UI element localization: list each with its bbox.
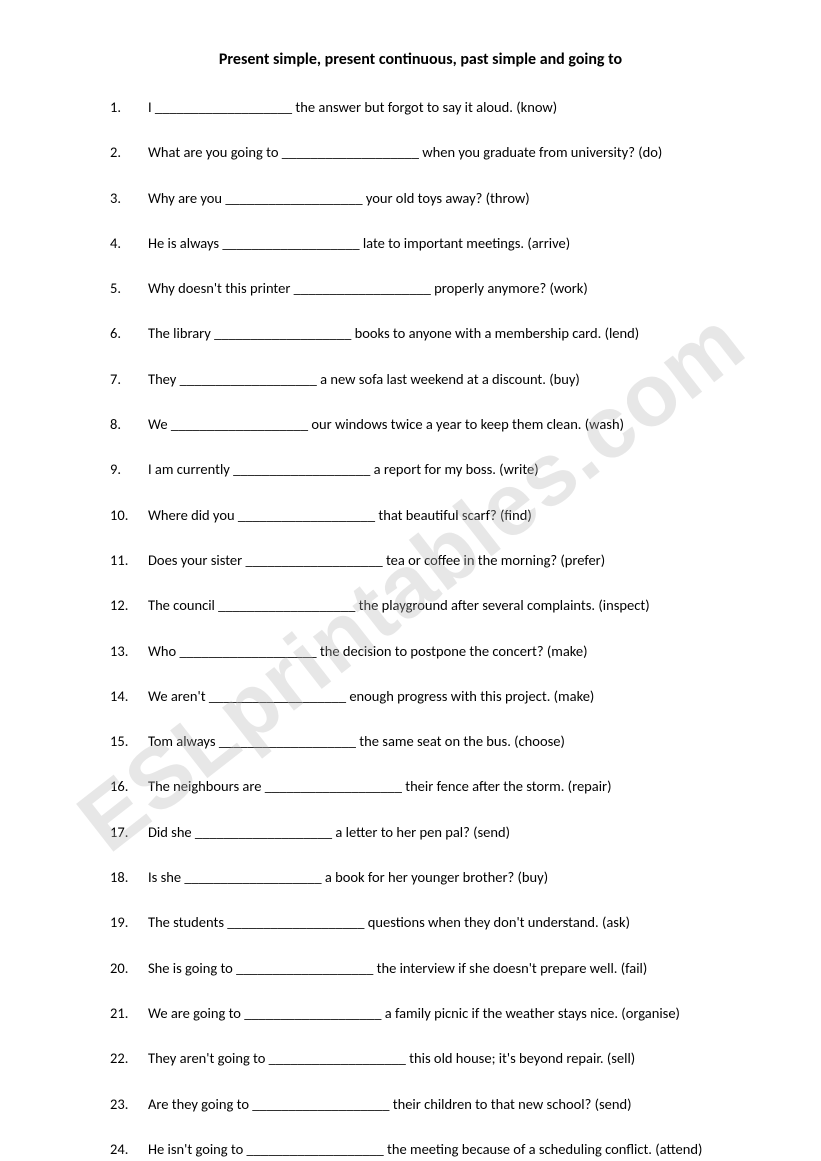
question-item: 15.Tom always ___________________ the sa… [110,731,731,751]
question-number: 18. [110,867,148,887]
question-item: 22.They aren't going to ________________… [110,1048,731,1068]
question-text: The council ___________________ the play… [148,595,731,615]
question-number: 24. [110,1139,148,1159]
question-item: 23.Are they going to ___________________… [110,1094,731,1114]
question-text: What are you going to __________________… [148,142,731,162]
worksheet-title: Present simple, present continuous, past… [110,50,731,69]
question-text: The neighbours are ___________________ t… [148,776,731,796]
question-item: 17.Did she ___________________ a letter … [110,822,731,842]
question-item: 20.She is going to ___________________ t… [110,958,731,978]
question-number: 7. [110,369,148,389]
question-item: 5.Why doesn't this printer _____________… [110,278,731,298]
question-text: Did she ___________________ a letter to … [148,822,731,842]
question-number: 4. [110,233,148,253]
question-item: 8.We ___________________ our windows twi… [110,414,731,434]
question-number: 19. [110,912,148,932]
question-text: We ___________________ our windows twice… [148,414,731,434]
question-item: 16.The neighbours are __________________… [110,776,731,796]
question-text: He isn't going to ___________________ th… [148,1139,731,1159]
question-number: 1. [110,97,148,117]
question-number: 2. [110,142,148,162]
question-item: 14.We aren't ___________________ enough … [110,686,731,706]
question-number: 9. [110,459,148,479]
question-text: Why are you ___________________ your old… [148,188,731,208]
question-item: 19.The students ___________________ ques… [110,912,731,932]
question-item: 1.I ___________________ the answer but f… [110,97,731,117]
question-text: Are they going to ___________________ th… [148,1094,731,1114]
question-number: 14. [110,686,148,706]
question-number: 20. [110,958,148,978]
question-text: Tom always ___________________ the same … [148,731,731,751]
question-item: 21.We are going to ___________________ a… [110,1003,731,1023]
question-number: 21. [110,1003,148,1023]
question-number: 10. [110,505,148,525]
question-item: 9.I am currently ___________________ a r… [110,459,731,479]
question-text: He is always ___________________ late to… [148,233,731,253]
question-number: 17. [110,822,148,842]
question-number: 22. [110,1048,148,1068]
question-number: 11. [110,550,148,570]
question-item: 18.Is she ___________________ a book for… [110,867,731,887]
question-text: They ___________________ a new sofa last… [148,369,731,389]
question-number: 6. [110,323,148,343]
question-number: 5. [110,278,148,298]
question-item: 4.He is always ___________________ late … [110,233,731,253]
question-item: 10.Where did you ___________________ tha… [110,505,731,525]
question-number: 23. [110,1094,148,1114]
question-text: Who ___________________ the decision to … [148,641,731,661]
question-text: Is she ___________________ a book for he… [148,867,731,887]
question-item: 12.The council ___________________ the p… [110,595,731,615]
question-text: We are going to ___________________ a fa… [148,1003,731,1023]
question-number: 12. [110,595,148,615]
question-text: They aren't going to ___________________… [148,1048,731,1068]
question-item: 11.Does your sister ___________________ … [110,550,731,570]
question-text: Why doesn't this printer _______________… [148,278,731,298]
question-number: 13. [110,641,148,661]
question-item: 7.They ___________________ a new sofa la… [110,369,731,389]
question-text: I am currently ___________________ a rep… [148,459,731,479]
question-text: The students ___________________ questio… [148,912,731,932]
question-text: I ___________________ the answer but for… [148,97,731,117]
question-text: She is going to ___________________ the … [148,958,731,978]
question-item: 13.Who ___________________ the decision … [110,641,731,661]
question-text: Does your sister ___________________ tea… [148,550,731,570]
question-item: 2.What are you going to ________________… [110,142,731,162]
question-number: 15. [110,731,148,751]
question-text: Where did you ___________________ that b… [148,505,731,525]
question-number: 16. [110,776,148,796]
question-number: 8. [110,414,148,434]
question-text: We aren't ___________________ enough pro… [148,686,731,706]
question-item: 3.Why are you ___________________ your o… [110,188,731,208]
question-list: 1.I ___________________ the answer but f… [110,97,731,1159]
question-item: 6.The library ___________________ books … [110,323,731,343]
question-number: 3. [110,188,148,208]
question-item: 24.He isn't going to ___________________… [110,1139,731,1159]
question-text: The library ___________________ books to… [148,323,731,343]
